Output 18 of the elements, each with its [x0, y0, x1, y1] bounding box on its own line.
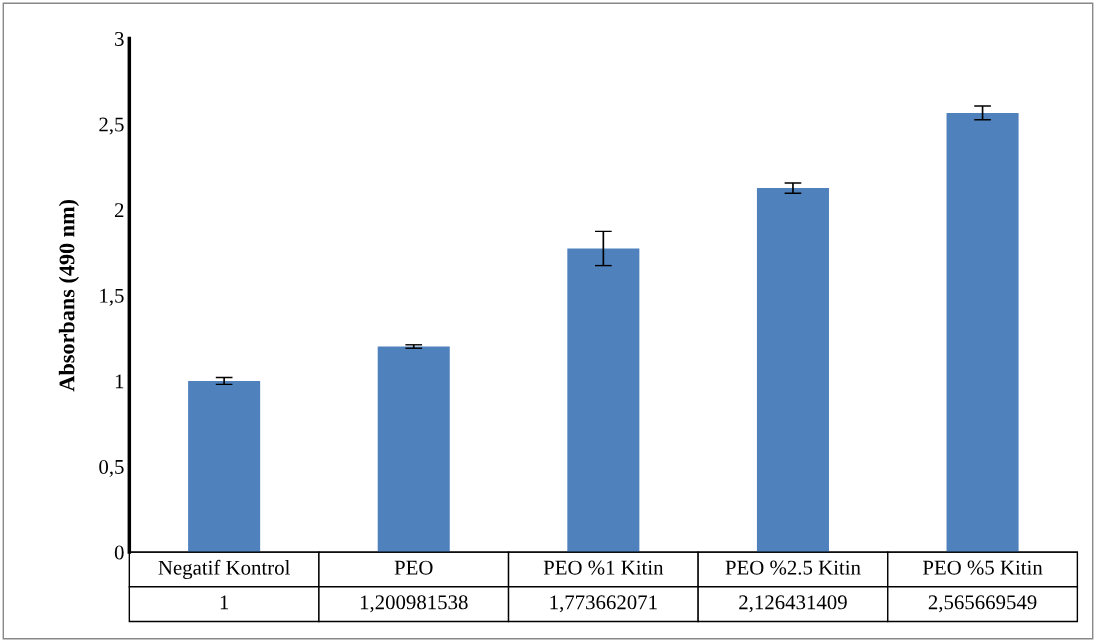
x-tick-label: PEO %2.5 Kitin	[725, 560, 861, 575]
y-tick-label: 3	[115, 31, 124, 46]
x-tick-label: PEO	[394, 560, 433, 575]
data-label: 1,773662071	[550, 595, 657, 613]
y-tick-label: 1,5	[100, 288, 124, 306]
data-label: 1,200981538	[360, 595, 468, 613]
data-label: 2,126431409	[739, 595, 847, 613]
y-tick-label: 1	[115, 374, 124, 389]
y-tick-label: 2,5	[99, 117, 124, 135]
data-label: 1	[220, 595, 229, 610]
x-tick-label: Negatif Kontrol	[158, 559, 290, 580]
y-tick-label: 2	[114, 203, 124, 217]
x-tick-label: PEO %5 Kitin	[922, 560, 1043, 575]
y-tick-label: 0	[114, 545, 124, 560]
y-tick-label: 0,5	[99, 459, 124, 477]
y-axis-title: Absorbans (490 nm)	[58, 199, 79, 392]
x-tick-label: PEO %1 Kitin	[543, 560, 664, 575]
data-label: 2,565669549	[928, 595, 1037, 613]
